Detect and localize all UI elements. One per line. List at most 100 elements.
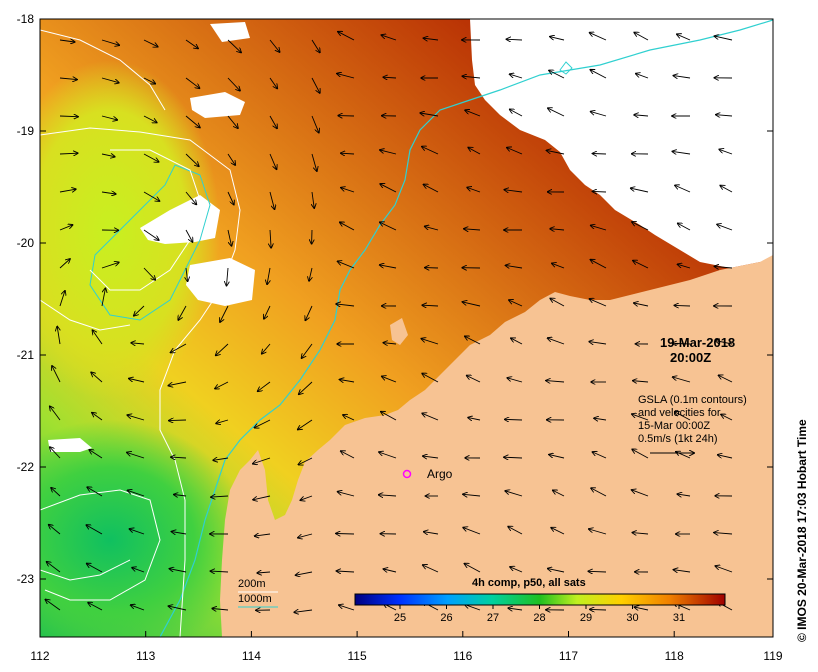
velocity-arrow xyxy=(101,262,119,269)
velocity-arrow xyxy=(168,381,187,386)
velocity-arrow xyxy=(674,570,691,572)
velocity-arrow xyxy=(425,226,439,231)
velocity-arrow xyxy=(593,191,607,192)
velocity-arrow xyxy=(59,189,76,192)
velocity-arrow xyxy=(422,305,439,306)
velocity-arrow xyxy=(59,78,77,80)
velocity-arrow xyxy=(420,113,439,117)
velocity-arrow xyxy=(718,455,733,459)
velocity-arrow xyxy=(101,288,105,307)
velocity-arrow xyxy=(591,488,607,497)
velocity-arrow xyxy=(465,110,481,117)
velocity-arrow xyxy=(634,303,649,306)
velocity-arrow xyxy=(510,74,523,79)
velocity-arrow xyxy=(299,457,313,465)
velocity-arrow xyxy=(720,186,733,193)
velocity-arrow xyxy=(87,564,103,573)
velocity-arrow xyxy=(92,413,103,421)
legend-1000m-label: 1000m xyxy=(238,593,272,605)
velocity-arrow xyxy=(717,224,733,231)
isobath-1000m-line xyxy=(159,19,773,637)
velocity-arrow xyxy=(213,458,229,460)
velocity-arrow xyxy=(309,267,312,281)
gsla-info: GSLA (0.1m contours) and velocities for … xyxy=(638,394,747,453)
velocity-arrow xyxy=(380,265,397,269)
velocity-arrow xyxy=(215,381,229,389)
velocity-arrow xyxy=(57,327,60,345)
velocity-arrow xyxy=(52,366,61,383)
velocity-arrow xyxy=(341,188,355,193)
velocity-arrow xyxy=(86,525,103,535)
velocity-arrow xyxy=(337,74,355,79)
velocity-arrow xyxy=(384,343,397,344)
velocity-arrow xyxy=(633,261,649,269)
gsla-contour xyxy=(40,127,241,637)
velocity-arrow xyxy=(422,413,439,421)
argo-marker xyxy=(402,469,412,479)
lon-label: 116 xyxy=(453,649,472,663)
velocity-arrow xyxy=(590,70,607,79)
velocity-arrow xyxy=(143,267,155,280)
velocity-arrow xyxy=(338,492,355,497)
velocity-vectors xyxy=(45,32,733,613)
velocity-arrow xyxy=(465,336,481,345)
velocity-arrow xyxy=(381,412,397,421)
velocity-arrow xyxy=(87,487,103,497)
velocity-arrow xyxy=(551,528,565,535)
velocity-arrow xyxy=(101,39,119,45)
velocity-arrow xyxy=(186,267,188,281)
velocity-arrow xyxy=(227,77,240,91)
cool-eddy xyxy=(40,420,250,637)
velocity-arrow xyxy=(675,412,691,421)
velocity-arrow xyxy=(674,76,691,78)
velocity-arrow xyxy=(129,379,145,383)
velocity-arrow xyxy=(143,39,158,47)
velocity-arrow xyxy=(311,153,317,171)
info-line: GSLA (0.1m contours) xyxy=(638,394,747,406)
lat-label: -18 xyxy=(17,12,35,26)
colorbar-tick-label: 31 xyxy=(673,612,685,624)
velocity-arrow xyxy=(590,299,607,307)
legend-200m-label: 200m xyxy=(238,578,266,590)
velocity-arrow xyxy=(341,153,355,154)
lon-label: 115 xyxy=(348,649,367,663)
velocity-arrow xyxy=(132,568,145,573)
velocity-arrow xyxy=(294,610,313,612)
velocity-arrow xyxy=(422,147,439,155)
velocity-arrow xyxy=(468,148,481,155)
velocity-arrow xyxy=(379,495,397,496)
velocity-arrow xyxy=(59,291,65,307)
lon-label: 119 xyxy=(763,649,782,663)
velocity-arrow xyxy=(635,607,649,610)
velocity-arrow xyxy=(552,263,565,269)
velocity-arrow xyxy=(510,567,523,573)
lat-label: -20 xyxy=(17,236,35,250)
velocity-arrow xyxy=(172,532,187,534)
velocity-arrow xyxy=(143,191,159,201)
velocity-arrow xyxy=(255,534,271,536)
gsla-contour xyxy=(40,489,161,601)
velocity-arrow xyxy=(424,185,439,193)
velocity-arrow xyxy=(634,115,649,116)
velocity-arrow xyxy=(339,605,355,611)
velocity-arrow xyxy=(185,191,196,204)
isobath-1000m-line xyxy=(89,164,211,321)
velocity-arrow xyxy=(143,229,159,240)
velocity-arrow xyxy=(506,265,523,268)
velocity-arrow xyxy=(593,154,607,155)
velocity-arrow xyxy=(300,495,313,500)
velocity-arrow xyxy=(380,184,397,193)
velocity-arrow xyxy=(185,153,199,166)
lat-label: -19 xyxy=(17,124,35,138)
lon-label: 117 xyxy=(559,649,578,663)
velocity-arrow xyxy=(311,77,320,93)
velocity-arrow xyxy=(130,529,145,535)
velocity-arrow xyxy=(384,569,397,572)
velocity-arrow xyxy=(170,569,187,573)
colorbar-tick-label: 26 xyxy=(440,612,452,624)
velocity-arrow xyxy=(220,305,229,322)
velocity-arrow xyxy=(341,451,355,459)
velocity-arrow xyxy=(463,302,481,307)
velocity-arrow xyxy=(51,488,61,497)
